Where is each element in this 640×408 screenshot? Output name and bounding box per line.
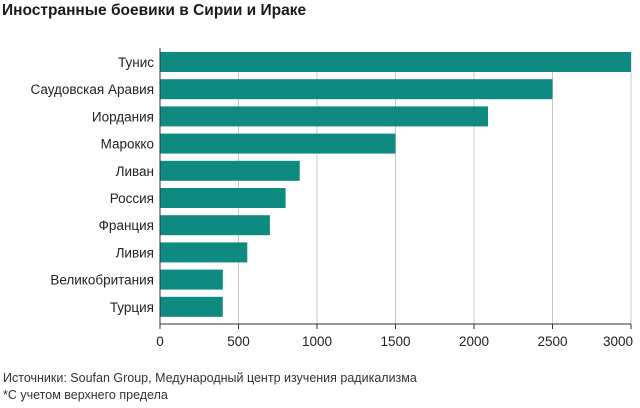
bar (160, 52, 631, 72)
category-label: Франция (99, 218, 154, 233)
category-label: Иордания (92, 109, 154, 124)
bar (160, 106, 488, 127)
category-label: Турция (110, 300, 154, 315)
tick-label: 2500 (537, 334, 567, 349)
bar (160, 296, 223, 317)
bar (160, 160, 300, 181)
chart-title: Иностранные боевики в Сирии и Ираке (2, 2, 307, 19)
category-label: Великобритания (50, 273, 154, 288)
footnote-text: *С учетом верхнего предела (3, 388, 168, 402)
tick-labels: 0 500 1000 1500 2000 2500 3000 (156, 334, 633, 349)
category-label: Тунис (118, 55, 154, 70)
bar (160, 188, 286, 208)
category-label: Ливан (116, 164, 154, 179)
source-note: Источники: Soufan Group, Медународный це… (3, 370, 417, 404)
bar (160, 133, 396, 154)
category-label: Ливия (116, 245, 154, 260)
bar (160, 269, 223, 290)
tick-label: 0 (156, 334, 164, 349)
bar (160, 79, 553, 100)
bars (160, 52, 631, 317)
tick-label: 1500 (380, 334, 410, 349)
tick-label: 3000 (603, 334, 633, 349)
tick-label: 500 (227, 334, 250, 349)
category-label: Саудовская Аравия (30, 82, 154, 97)
tick-label: 1000 (302, 334, 332, 349)
tick-label: 2000 (459, 334, 489, 349)
category-labels: Тунис Саудовская Аравия Иордания Марокко Лив… (30, 55, 154, 315)
category-label: Марокко (101, 137, 154, 152)
bar (160, 242, 248, 263)
category-label: Россия (110, 191, 154, 206)
axis (159, 48, 632, 329)
bar (160, 215, 270, 236)
source-text: Источники: Soufan Group, Медународный це… (3, 371, 417, 385)
